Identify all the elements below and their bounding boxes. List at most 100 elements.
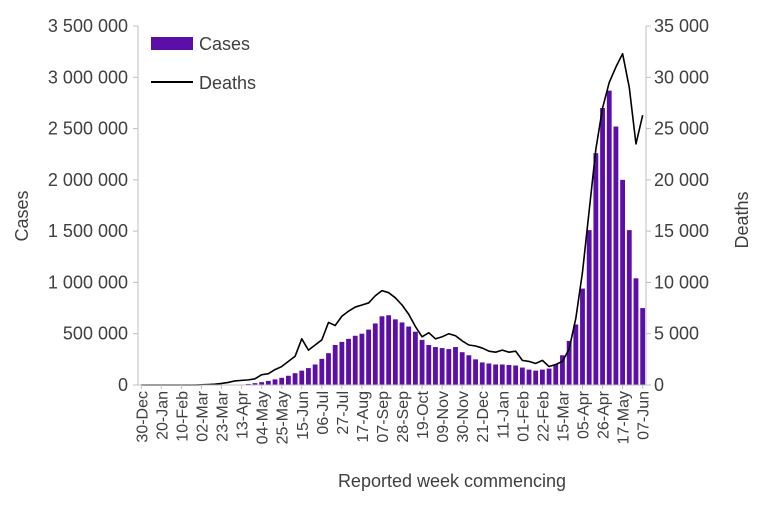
left-tick-label: 0 — [118, 375, 128, 395]
deaths-line — [141, 52, 644, 386]
cases-bar — [453, 347, 458, 385]
right-tick-label: 15 000 — [654, 221, 709, 241]
cases-bar — [372, 323, 378, 385]
x-tick-label: 10-Feb — [174, 391, 191, 442]
cases-bar — [306, 368, 311, 385]
left-tick-label: 2 500 000 — [48, 119, 128, 139]
cases-bar — [539, 369, 545, 385]
cases-bar — [272, 379, 278, 385]
cases-bars — [239, 90, 646, 386]
cases-bar — [259, 382, 265, 385]
cases-bar — [499, 364, 505, 385]
cases-bar — [319, 358, 325, 385]
x-tick-label: 11-Jan — [495, 391, 512, 439]
cases-bar — [292, 373, 298, 385]
left-tick-label: 3 000 000 — [48, 67, 128, 87]
cases-bar — [486, 363, 492, 385]
cases-bar — [533, 370, 539, 385]
cases-bar — [399, 322, 405, 385]
cases-bar — [479, 362, 485, 385]
right-tick-label: 5 000 — [654, 324, 699, 344]
cases-bar — [406, 326, 412, 385]
x-tick-label: 30-Nov — [455, 391, 472, 443]
right-tick-label: 35 000 — [654, 16, 709, 36]
legend-cases-swatch — [151, 37, 193, 50]
cases-bar — [466, 355, 472, 385]
right-tick-label: 10 000 — [654, 272, 709, 292]
cases-bar — [459, 352, 465, 385]
cases-bar — [439, 348, 445, 385]
x-tick-label: 07-Jun — [636, 391, 653, 440]
cases-bar — [366, 329, 372, 385]
cases-bar — [359, 333, 365, 385]
cases-bar — [640, 308, 646, 385]
cases-bar — [586, 230, 592, 385]
cases-bar — [513, 365, 519, 385]
x-tick-label: 28-Sep — [395, 391, 412, 443]
left-tick-label: 1 500 000 — [48, 221, 128, 241]
x-tick-label: 30-Dec — [134, 391, 151, 443]
cases-bar — [620, 179, 626, 385]
cases-bar — [546, 368, 552, 385]
cases-bar — [526, 369, 532, 385]
x-tick-label: 23-Mar — [215, 390, 232, 441]
cases-bar — [299, 370, 305, 385]
left-tick-label: 1 000 000 — [48, 272, 128, 292]
x-tick-label: 04-May — [255, 391, 272, 444]
cases-bar — [560, 355, 565, 385]
cases-bar — [379, 316, 385, 385]
cases-bar — [506, 365, 512, 385]
cases-bar — [312, 364, 318, 385]
cases-bar — [573, 324, 579, 385]
cases-bar — [613, 126, 619, 386]
left-axis-title: Cases — [12, 190, 32, 241]
cases-bar — [326, 353, 331, 385]
cases-bar — [593, 153, 599, 385]
x-tick-label: 13-Apr — [235, 390, 252, 439]
legend-cases-label: Cases — [199, 34, 250, 54]
cases-bar — [553, 364, 559, 385]
cases-bar — [279, 377, 285, 385]
x-tick-label: 15-Mar — [555, 390, 572, 441]
left-tick-label: 500 000 — [63, 324, 128, 344]
cases-bar — [446, 349, 452, 385]
cases-bar — [245, 383, 251, 385]
cases-bar — [433, 347, 438, 385]
deaths-line-layer — [141, 52, 644, 386]
x-tick-label: 17-Aug — [355, 391, 372, 443]
x-tick-label: 27-Jul — [335, 391, 352, 435]
legend: Cases Deaths — [151, 34, 256, 93]
x-tick-label: 01-Feb — [515, 391, 532, 442]
x-tick-label: 26-Apr — [596, 390, 613, 439]
x-tick-label: 07-Sep — [375, 391, 392, 443]
cases-bar — [633, 278, 639, 385]
x-tick-label: 15-Jun — [295, 391, 312, 440]
legend-deaths-label: Deaths — [199, 73, 256, 93]
x-tick-label: 06-Jul — [315, 391, 332, 435]
right-axis-ticks: 0 5 000 10 000 15 000 20 000 25 000 30 000 35 0… — [646, 16, 709, 395]
cases-bar — [265, 380, 271, 385]
cases-bar — [352, 335, 358, 385]
cases-bar — [285, 375, 291, 385]
axes — [137, 26, 647, 386]
cases-bar — [580, 288, 585, 385]
right-tick-label: 30 000 — [654, 67, 709, 87]
cases-bar — [386, 315, 392, 385]
x-tick-label: 19-Oct — [415, 390, 432, 439]
left-tick-label: 2 000 000 — [48, 170, 128, 190]
cases-bar — [426, 345, 432, 385]
cases-bar — [606, 90, 612, 386]
cases-bar — [519, 367, 525, 385]
x-tick-label: 20-Jan — [154, 391, 171, 440]
x-tick-label: 21-Dec — [475, 391, 492, 443]
x-tick-label: 22-Feb — [535, 391, 552, 442]
cases-bar — [339, 341, 345, 385]
x-tick-label: 02-Mar — [195, 390, 212, 441]
right-axis-title: Deaths — [732, 191, 752, 248]
x-tick-label: 17-May — [616, 391, 633, 444]
cases-bar — [566, 340, 572, 385]
left-axis-ticks: 0 500 000 1 000 000 1 500 000 2 000 000 2 500… — [48, 16, 138, 395]
x-axis-title: Reported week commencing — [338, 471, 566, 491]
cases-bar — [252, 383, 258, 385]
